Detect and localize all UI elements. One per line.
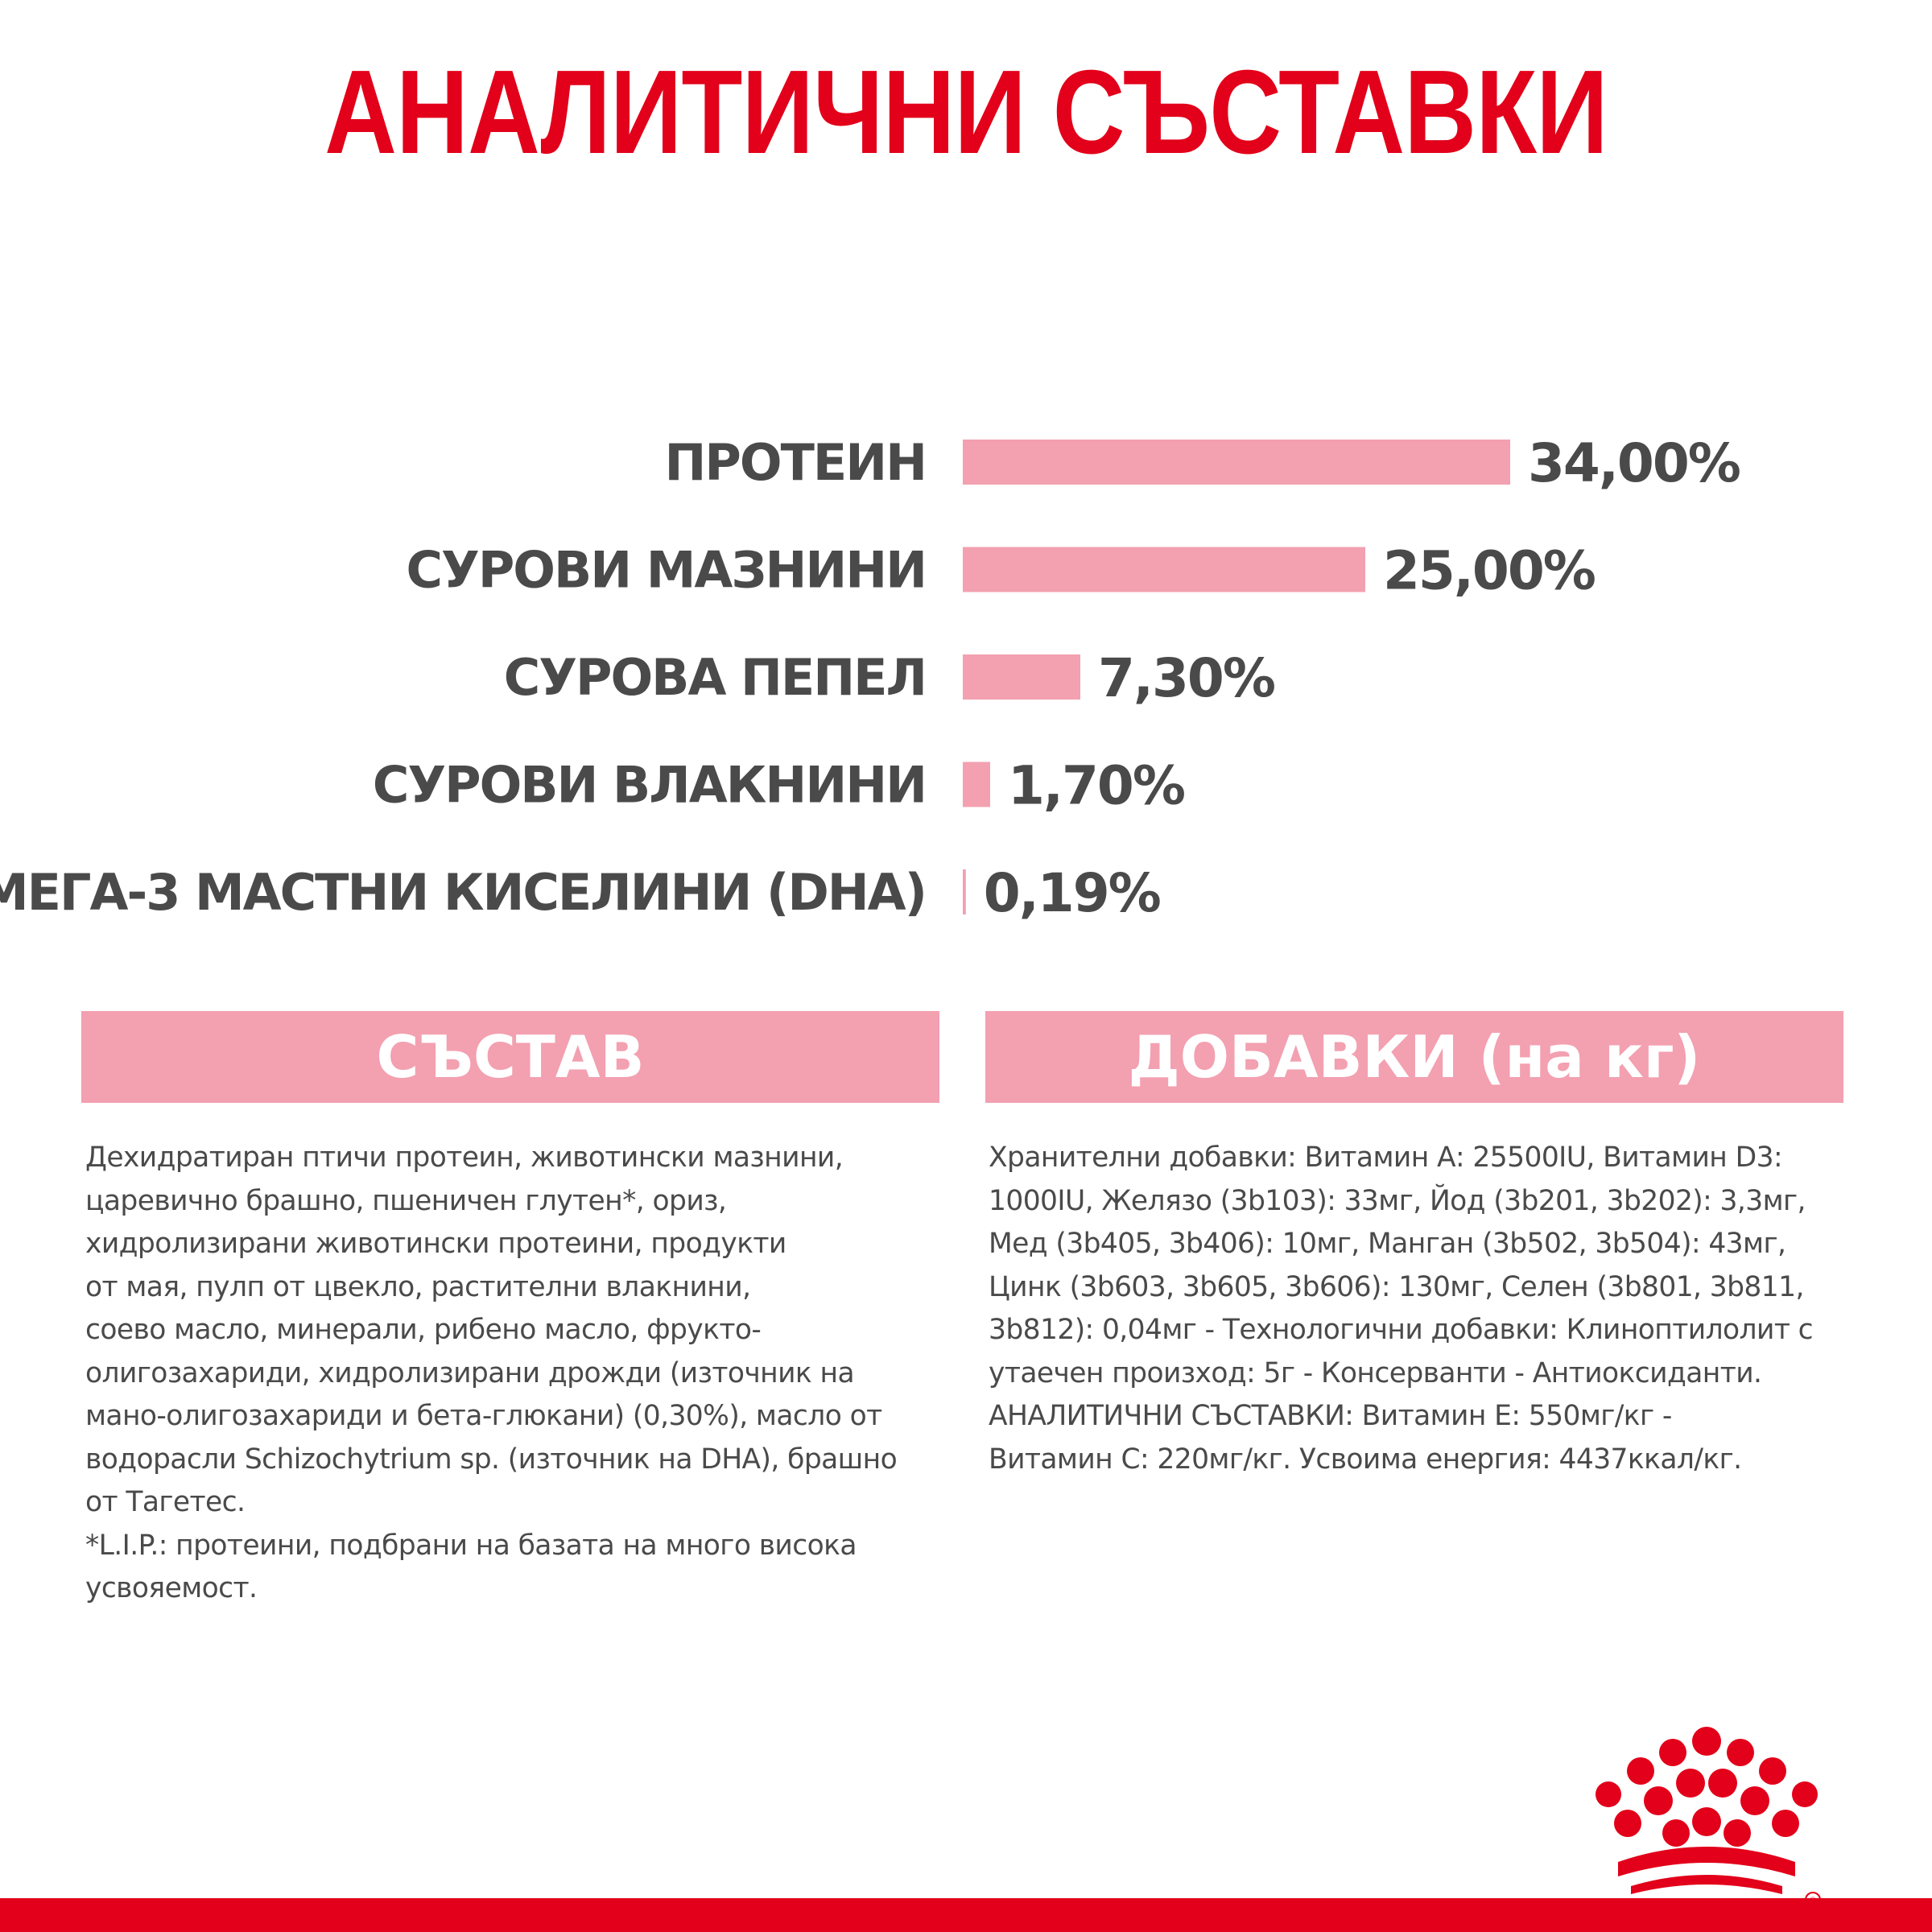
value-label: 25,00% <box>1383 540 1596 602</box>
composition-text: Дехидратиран птичи протеин, животински м… <box>85 1141 898 1604</box>
category-label: ПРОТЕИН <box>665 433 926 492</box>
bottom-accent-bar <box>0 1898 1932 1932</box>
value-label: 7,30% <box>1098 647 1275 709</box>
composition-header: СЪСТАВ <box>81 1011 939 1103</box>
category-label: ОМЕГА-3 МАСТНИ КИСЕЛИНИ (DHA) <box>0 863 926 922</box>
category-label: СУРОВИ МАЗНИНИ <box>407 541 926 600</box>
category-label: СУРОВИ ВЛАКНИНИ <box>373 756 926 815</box>
bar <box>963 869 966 914</box>
nutrition-bar-chart: ПРОТЕИН 34,00% СУРОВИ МАЗНИНИ 25,00% СУРОВА … <box>0 432 1742 924</box>
value-label: 34,00% <box>1528 432 1740 494</box>
value-label: 1,70% <box>1008 755 1185 817</box>
value-label: 0,19% <box>984 862 1161 924</box>
bar <box>963 547 1365 592</box>
crown-icon: ® <box>1596 1727 1821 1908</box>
category-label: СУРОВА ПЕПЕЛ <box>504 648 926 707</box>
bar <box>963 762 990 807</box>
bar <box>963 440 1510 485</box>
page-title: АНАЛИТИЧНИ СЪСТАВКИ <box>324 46 1608 179</box>
bar <box>963 654 1080 700</box>
additives-header: ДОБАВКИ (на кг) <box>985 1011 1843 1103</box>
additives-text: Хранителни добавки: Витамин А: 25500IU, … <box>989 1141 1814 1476</box>
